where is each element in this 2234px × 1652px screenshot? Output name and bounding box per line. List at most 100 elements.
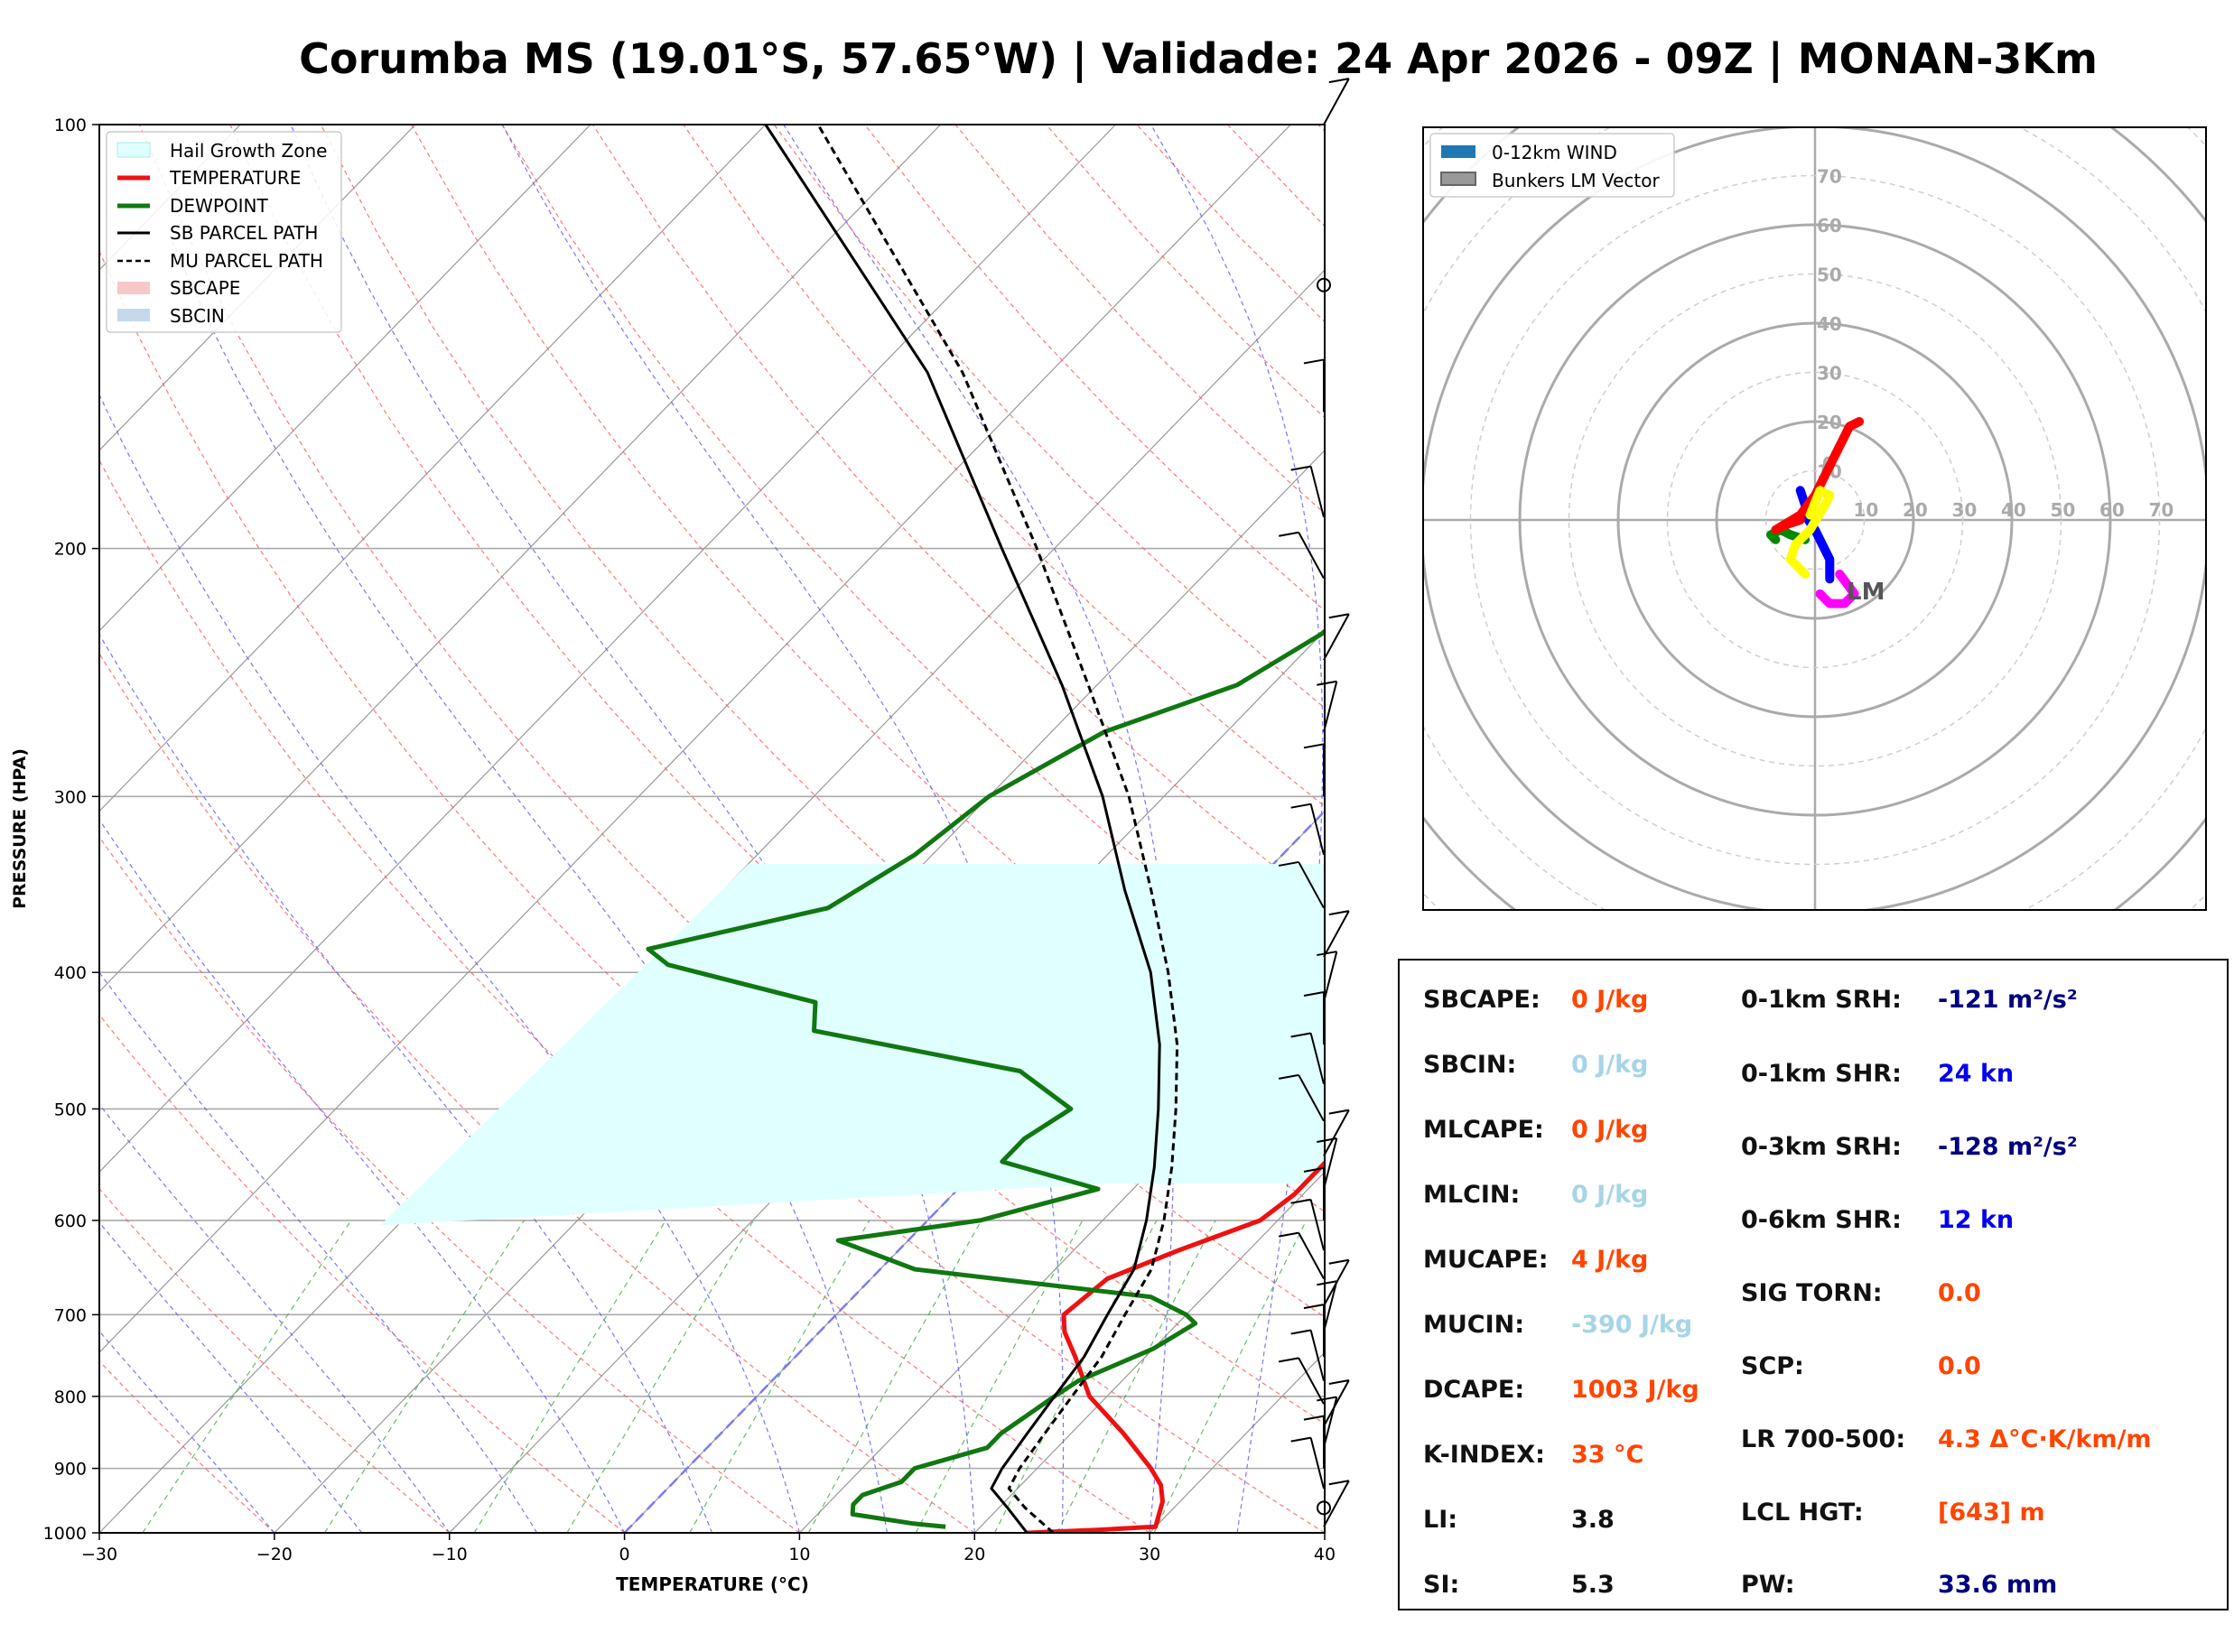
dry-adiabat <box>138 125 1325 1425</box>
wind-barb-staff <box>1323 1480 1350 1527</box>
moist-adiabat <box>99 393 800 1533</box>
legend-wind: 0-12km WIND <box>1492 142 1617 163</box>
hodograph-ring-label: 50 <box>2051 499 2076 521</box>
hodograph-ring <box>1518 223 2112 817</box>
stat-label-si: SI: <box>1423 1571 1460 1599</box>
stat-value-mucape: 4 J/kg <box>1571 1246 1649 1274</box>
wind-barb-flag <box>1303 1304 1325 1310</box>
moist-adiabat <box>290 125 975 1533</box>
stat-label-pw: PW: <box>1741 1571 1795 1599</box>
x-tick-label: −10 <box>432 1545 468 1564</box>
y-tick-label: 300 <box>54 787 87 807</box>
hodograph-ring-label: 10 <box>1854 499 1879 521</box>
legend-bunkers: Bunkers LM Vector <box>1492 170 1661 191</box>
dry-adiabat <box>99 836 800 1533</box>
isotherm-line <box>99 125 1116 1174</box>
wind-barbs <box>1279 78 1350 1527</box>
hodograph-segment-4 <box>1785 486 1835 579</box>
isotherm-line <box>449 629 1325 1533</box>
stat-label-sbcin: SBCIN: <box>1423 1051 1517 1079</box>
hodograph-frame <box>1422 126 2207 911</box>
wind-barb-flag <box>1328 910 1349 916</box>
dry-adiabat <box>99 1013 625 1533</box>
stat-label-srh1: 0-1km SRH: <box>1741 986 1902 1014</box>
isotherm-line <box>798 990 1325 1533</box>
stat-value-shr6: 12 kn <box>1938 1206 2015 1234</box>
wind-barb-flag <box>1279 860 1299 867</box>
hodograph-ring <box>1224 0 2234 1110</box>
hodograph-ring-label: 60 <box>2099 499 2125 521</box>
hodograph-ring-label: 20 <box>1903 499 1928 521</box>
stat-value-shr1: 24 kn <box>1938 1060 2015 1088</box>
stat-value-sigtorn: 0.0 <box>1938 1279 1981 1307</box>
mixing-ratio-line <box>993 1220 1158 1533</box>
wind-barb-flag <box>1328 1109 1349 1115</box>
wind-barb-staff <box>1298 1232 1325 1279</box>
series-dewpoint <box>646 628 1325 1529</box>
wind-barb-staff <box>1323 910 1350 958</box>
wind-barb-flag <box>1290 1198 1311 1204</box>
wind-barb-staff <box>1323 78 1350 125</box>
series-temperature <box>1027 1159 1325 1533</box>
dry-adiabat <box>99 250 1325 1533</box>
dry-adiabat <box>99 1187 451 1533</box>
mixing-ratio-line <box>689 1220 870 1533</box>
wind-barb-staff <box>1323 1137 1338 1190</box>
mixing-ratio-line <box>1153 1220 1308 1533</box>
legend-swatch-bunkers <box>1440 172 1476 186</box>
stat-value-li: 3.8 <box>1571 1506 1615 1534</box>
stat-value-mlcin: 0 J/kg <box>1571 1181 1649 1209</box>
stat-label-sbcape: SBCAPE: <box>1423 986 1541 1014</box>
stat-label-shr6: 0-6km SHR: <box>1741 1206 1902 1234</box>
wind-barb-flag <box>1317 680 1337 686</box>
wind-barb-flag <box>1328 1480 1349 1486</box>
calm-wind-circle <box>1317 277 1331 292</box>
moist-adiabat <box>99 818 626 1533</box>
hodograph-ring <box>1715 420 1915 620</box>
legend-temperature: TEMPERATURE <box>169 167 301 189</box>
wind-barb-flag <box>1303 743 1325 749</box>
y-tick-label: 700 <box>54 1305 87 1325</box>
hodograph-ring <box>1423 127 2206 910</box>
mixing-ratio-line <box>807 1220 982 1533</box>
wind-barb-flag <box>1317 1137 1337 1143</box>
hodograph-ring <box>1764 469 1866 571</box>
stat-value-pw: 33.6 mm <box>1938 1571 2058 1599</box>
dry-adiabat <box>411 125 1325 1109</box>
hodograph-ring-label: 30 <box>1952 499 1978 521</box>
mixing-ratio-line <box>566 1220 755 1533</box>
stat-value-lcl: [643] m <box>1938 1499 2045 1527</box>
wind-barb-flag <box>1303 358 1325 365</box>
x-tick-label: 0 <box>619 1545 630 1564</box>
legend-dewpoint: DEWPOINT <box>170 195 268 217</box>
legend-swatch-wind <box>1441 145 1475 158</box>
legend-swatch-sbcin <box>117 309 150 321</box>
wind-barb-staff <box>1323 951 1338 1003</box>
wind-barb-staff <box>1298 1074 1325 1122</box>
isotherm-line <box>99 125 942 993</box>
stat-value-sbcape: 0 J/kg <box>1571 986 1649 1014</box>
wind-barb-flag <box>1279 1073 1299 1080</box>
moist-adiabat <box>1150 125 1324 1533</box>
series-sb-parcel-path <box>764 125 1161 1533</box>
y-tick-label: 400 <box>54 963 87 983</box>
wind-barb-flag <box>1290 803 1311 809</box>
isotherm-line <box>99 125 767 812</box>
series-mu-parcel-path <box>816 125 1179 1533</box>
stat-label-kindex: K-INDEX: <box>1423 1441 1545 1469</box>
wind-barb-flag <box>1290 1329 1311 1335</box>
stat-label-mucape: MUCAPE: <box>1423 1246 1549 1274</box>
wind-barb-staff <box>1323 681 1338 733</box>
mixing-ratio-line <box>323 1220 525 1533</box>
y-tick-label: 600 <box>54 1211 87 1231</box>
hodograph-ring-label: 40 <box>1817 313 1842 335</box>
moist-adiabat <box>99 1221 363 1533</box>
mixing-ratio-line <box>915 1220 1084 1533</box>
wind-barb-flag <box>1290 1436 1311 1443</box>
freezing-isotherm <box>623 809 1325 1533</box>
wind-barb-flag <box>1317 1280 1337 1286</box>
x-tick-label: −30 <box>81 1545 117 1564</box>
